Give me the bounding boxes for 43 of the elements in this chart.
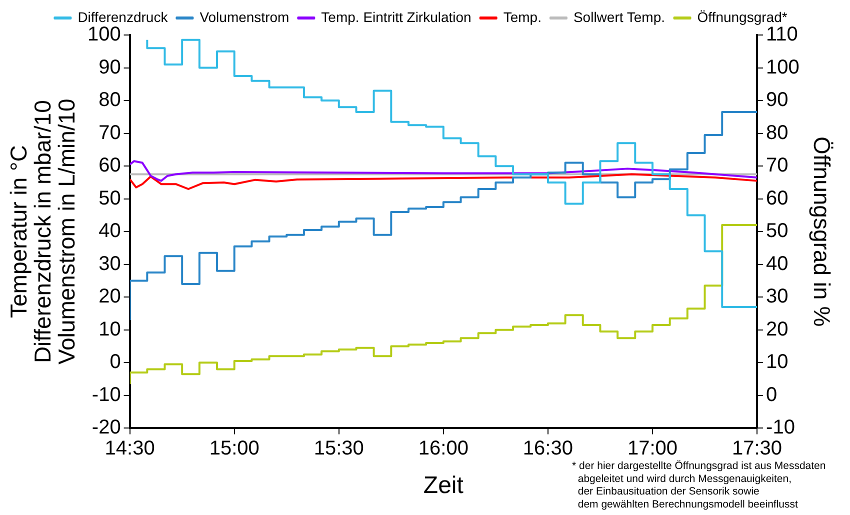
x-axis-title: Zeit [423, 472, 464, 500]
legend-label: Sollwert Temp. [573, 8, 666, 25]
legend-label: Differenzdruck [78, 8, 169, 25]
legend-label: Volumenstrom [200, 8, 290, 25]
y-tick-label: 20 [98, 286, 121, 308]
y-tick-label: 100 [87, 24, 121, 46]
y2-tick-label: 110 [766, 24, 798, 46]
y-tick-label: 30 [98, 252, 121, 275]
legend-label: Temp. [503, 8, 542, 25]
y2-tick-label: 40 [766, 252, 788, 275]
y-tick-label: 0 [110, 351, 121, 374]
y-tick-label: -10 [92, 384, 121, 406]
legend-label: Temp. Eintritt Zirkulation [321, 8, 472, 25]
y-tick-label: 90 [98, 56, 121, 78]
y-tick-label: 10 [98, 318, 121, 340]
y-tick-label: 80 [98, 89, 121, 112]
y2-tick-label: 20 [766, 318, 788, 340]
y2-tick-label: -10 [766, 416, 795, 439]
y2-tick-label: 60 [766, 187, 788, 210]
y-tick-label: 60 [98, 154, 121, 177]
x-tick-label: 14:30 [104, 438, 155, 460]
x-tick-label: 16:30 [522, 438, 573, 460]
y-tick-label: 40 [98, 220, 121, 242]
x-tick-label: 16:00 [418, 438, 468, 460]
y-tick-label: -20 [92, 416, 121, 439]
y2-tick-label: 10 [766, 351, 788, 374]
y2-tick-label: 100 [766, 56, 800, 78]
y2-tick-label: 80 [766, 122, 788, 144]
legend-label: Öffnungsgrad* [697, 8, 788, 25]
y-axis-title: Temperatur in °C Differenzdruck in mbar/10 Volumenstrom in L/min/10 [5, 98, 80, 365]
x-tick-label: 17:30 [732, 438, 782, 460]
y2-tick-label: 30 [766, 286, 788, 308]
y2-tick-label: 50 [766, 220, 788, 242]
y-tick-label: 70 [98, 122, 121, 144]
x-tick-label: 15:00 [209, 438, 260, 460]
y2-tick-label: 90 [766, 89, 788, 112]
x-tick-label: 15:30 [314, 438, 364, 460]
text: * der hier dargestellte Öffnungsgrad ist aus Messdaten abgeleitet und wird durch Messgenauigkeiten, der Einbausituation der Sensorik sowie dem gewählten Berechnungsmodell beeinflusst [572, 460, 826, 511]
y2-axis-title: Öffnungsgrad in % [808, 136, 835, 327]
y2-tick-label: 70 [766, 154, 788, 177]
y-tick-label: 50 [98, 187, 121, 210]
y2-tick-label: 0 [766, 384, 778, 406]
x-tick-label: 17:00 [627, 438, 678, 460]
